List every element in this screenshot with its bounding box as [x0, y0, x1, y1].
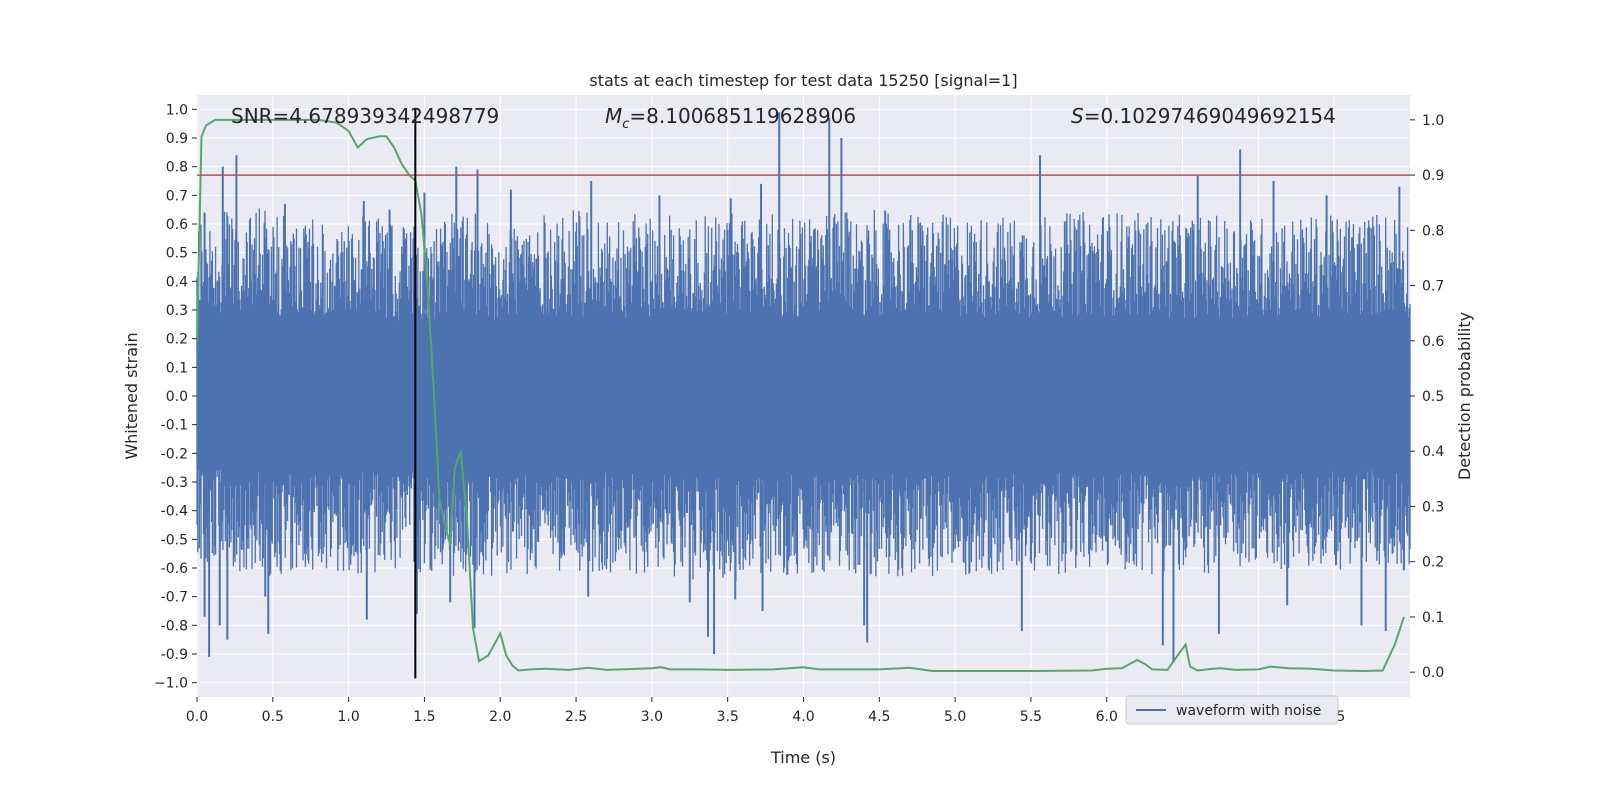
legend: waveform with noise: [1125, 695, 1339, 725]
chirp-mass-annotation: Mc=8.100685119628906: [605, 104, 856, 132]
y2-tick-label: 0.6: [1422, 334, 1444, 350]
y-tick-label: 0.1: [166, 360, 188, 376]
y-tick-label: −1.0: [154, 676, 188, 692]
y-tick-label: 0.2: [166, 332, 188, 348]
y-tick-label: -0.5: [161, 532, 188, 548]
y-tick-label: 0.9: [166, 131, 188, 147]
y-tick-label: -0.2: [161, 446, 188, 462]
s-symbol: S: [1071, 104, 1084, 128]
s-annotation: S=0.10297469049692154: [1071, 104, 1336, 128]
x-tick-label: 2.0: [489, 709, 511, 725]
y2-tick-label: 0.7: [1422, 279, 1444, 295]
x-tick-label: 5.5: [1020, 709, 1042, 725]
mc-subscript: c: [622, 117, 629, 132]
y-tick-label: 0.6: [166, 217, 188, 233]
y-tick-label: -0.4: [161, 504, 188, 520]
x-tick-label: 4.5: [868, 709, 890, 725]
y2-tick-label: 0.3: [1422, 499, 1444, 515]
probability-line: [196, 118, 1405, 673]
y-tick-label: -0.7: [161, 590, 188, 606]
y-tick-label: -0.9: [161, 647, 188, 663]
waveform-core: [197, 338, 1410, 448]
y-tick-label: 0.5: [166, 246, 188, 262]
y2-tick-label: 1.0: [1422, 113, 1444, 129]
probability-series: [196, 118, 1405, 673]
y-tick-label: 0.0: [166, 389, 188, 405]
y-tick-label: 1.0: [166, 102, 188, 118]
x-tick-label: 4.0: [792, 709, 814, 725]
y-tick-label: -0.3: [161, 475, 188, 491]
x-tick-label: 6.0: [1096, 709, 1118, 725]
y2-tick-label: 0.5: [1422, 389, 1444, 405]
x-axis-label: Time (s): [770, 748, 836, 767]
y2-tick-label: 0.0: [1422, 665, 1444, 681]
mc-symbol: M: [605, 104, 622, 128]
y-tick-label: 0.7: [166, 188, 188, 204]
y2-tick-label: 0.9: [1422, 168, 1444, 184]
snr-annotation: SNR=4.678939342498779: [231, 104, 499, 128]
y-axis-label: Whitened strain: [122, 332, 141, 459]
waveform-series: [196, 112, 1411, 663]
mc-value: =8.100685119628906: [629, 104, 856, 128]
y-tick-label: 0.3: [166, 303, 188, 319]
x-tick-label: 2.5: [565, 709, 587, 725]
y-tick-label: -0.1: [161, 418, 188, 434]
overlay-lines: [197, 109, 1410, 679]
y2-tick-label: 0.4: [1422, 444, 1444, 460]
y2-tick-label: 0.8: [1422, 223, 1444, 239]
y2-axis-label: Detection probability: [1455, 312, 1474, 480]
x-tick-label: 3.0: [641, 709, 663, 725]
y2-tick-label: 0.1: [1422, 610, 1444, 626]
x-tick-label: 1.0: [337, 709, 359, 725]
legend-label-waveform: waveform with noise: [1176, 703, 1321, 719]
y-tick-label: -0.8: [161, 618, 188, 634]
x-tick-label: 0.5: [262, 709, 284, 725]
legend-box: [1125, 695, 1339, 725]
y2-tick-label: 0.2: [1422, 555, 1444, 571]
y-tick-label: 0.8: [166, 160, 188, 176]
x-tick-label: 1.5: [413, 709, 435, 725]
y-tick-label: -0.6: [161, 561, 188, 577]
chart-title: stats at each timestep for test data 152…: [589, 71, 1017, 90]
x-tick-label: 0.0: [186, 709, 208, 725]
s-value: =0.10297469049692154: [1084, 104, 1336, 128]
y-tick-label: 0.4: [166, 274, 188, 290]
x-tick-label: 5.0: [944, 709, 966, 725]
x-tick-label: 3.5: [717, 709, 739, 725]
